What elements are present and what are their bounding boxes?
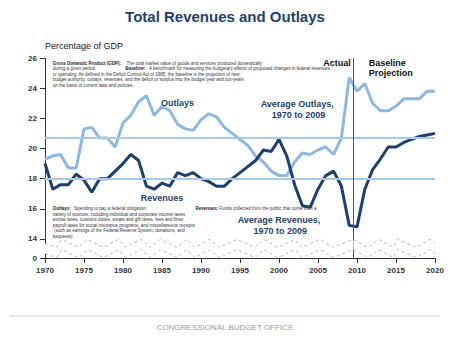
svg-text:1995: 1995 (231, 266, 249, 275)
svg-text:14: 14 (28, 234, 37, 243)
svg-text:2000: 2000 (270, 266, 288, 275)
svg-text:payroll taxes for social insur: payroll taxes for social insurance progr… (53, 223, 196, 228)
svg-text:Outlays: Outlays (161, 98, 194, 108)
svg-text:22: 22 (28, 114, 37, 123)
svg-text:16: 16 (28, 204, 37, 213)
svg-text:variety of sources, including: variety of sources, including individual… (53, 212, 188, 217)
svg-text:Revenues:: Revenues: (195, 206, 218, 211)
svg-text:1985: 1985 (153, 266, 171, 275)
svg-text:Baseline: Baseline (369, 58, 409, 68)
svg-text:1970 to 2009: 1970 to 2009 (251, 226, 307, 236)
svg-text:CONGRESSIONAL BUDGET OFFICE: CONGRESSIONAL BUDGET OFFICE (157, 323, 293, 332)
svg-text:A benchmark for measuring the: A benchmark for measuring the budgetary … (148, 66, 331, 71)
svg-text:budget authority, outlays, rev: budget authority, outlays, revenues, and… (53, 77, 245, 82)
svg-text:1970 to 2009: 1970 to 2009 (272, 110, 326, 120)
svg-text:2010: 2010 (348, 266, 366, 275)
svg-text:1990: 1990 (192, 266, 210, 275)
svg-text:(such as earnings of the Feder: (such as earnings of the Federal Reserve… (53, 228, 186, 233)
svg-text:Gross Domestic Product (GDP):: Gross Domestic Product (GDP): (53, 61, 122, 66)
svg-text:24: 24 (28, 84, 37, 93)
svg-text:26: 26 (28, 54, 37, 63)
svg-text:1975: 1975 (75, 266, 93, 275)
svg-text:Average Revenues,: Average Revenues, (238, 215, 321, 225)
svg-text:Revenues: Revenues (141, 193, 184, 203)
svg-text:Spending to pay a federal obli: Spending to pay a federal obligation. (73, 206, 147, 211)
svg-text:Projection: Projection (369, 68, 413, 78)
svg-text:2005: 2005 (309, 266, 327, 275)
svg-text:Total Revenues and Outlays: Total Revenues and Outlays (125, 8, 325, 25)
svg-text:during a given period.: during a given period. (53, 66, 96, 71)
svg-text:Funds collected from the publi: Funds collected from the public that com… (218, 206, 318, 211)
svg-text:18: 18 (28, 174, 37, 183)
svg-text:0: 0 (33, 254, 38, 263)
svg-text:20: 20 (28, 144, 37, 153)
svg-text:2020: 2020 (426, 266, 444, 275)
svg-text:bequests).: bequests). (53, 234, 74, 239)
svg-text:1980: 1980 (114, 266, 132, 275)
svg-text:1970: 1970 (36, 266, 54, 275)
svg-text:on the basis of current laws a: on the basis of current laws and policie… (53, 83, 134, 88)
svg-text:Baseline:: Baseline: (125, 66, 146, 71)
svg-text:Percentage of GDP: Percentage of GDP (45, 41, 123, 51)
svg-text:Actual: Actual (323, 58, 351, 68)
svg-text:or spending. As defined in the: or spending. As defined in the Deficit C… (53, 72, 241, 77)
svg-text:Average Outlays,: Average Outlays, (261, 99, 337, 109)
svg-text:excise taxes, customs duties,: excise taxes, customs duties, estate and… (53, 217, 186, 222)
svg-text:The total market value of good: The total market value of goods and serv… (125, 61, 263, 66)
svg-text:2015: 2015 (387, 266, 405, 275)
svg-text:Outlays:: Outlays: (53, 206, 72, 211)
